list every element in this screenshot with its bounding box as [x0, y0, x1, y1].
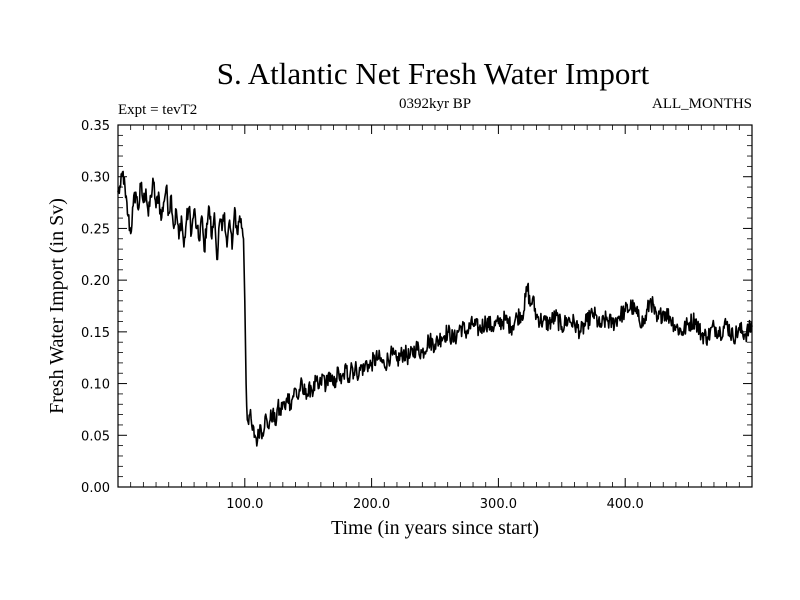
y-tick-label: 0.25: [81, 222, 110, 237]
x-tick-label: 400.0: [607, 497, 644, 512]
age-label: 0392kyr BP: [399, 96, 471, 112]
y-tick-label: 0.20: [81, 274, 110, 289]
fresh-water-import-line: [117, 170, 753, 447]
chart-title: S. Atlantic Net Fresh Water Import: [217, 56, 650, 91]
x-tick-label: 200.0: [353, 497, 390, 512]
x-tick-label: 300.0: [480, 497, 517, 512]
y-tick-label: 0.00: [81, 481, 110, 496]
y-tick-label: 0.30: [81, 171, 110, 186]
plot-frame: [117, 124, 753, 488]
y-tick-label: 0.35: [81, 119, 110, 134]
y-tick-label: 0.10: [81, 378, 110, 393]
x-axis-label: Time (in years since start): [331, 517, 539, 539]
y-tick-label: 0.15: [81, 326, 110, 341]
y-tick-label: 0.05: [81, 429, 110, 444]
months-label: ALL_MONTHS: [652, 96, 752, 112]
x-axis: 100.0 200.0 300.0 400.0: [130, 125, 740, 512]
x-tick-label: 100.0: [226, 497, 263, 512]
experiment-label: Expt = tevT2: [118, 102, 197, 118]
y-axis-label: Fresh Water Import (in Sv): [46, 198, 68, 414]
